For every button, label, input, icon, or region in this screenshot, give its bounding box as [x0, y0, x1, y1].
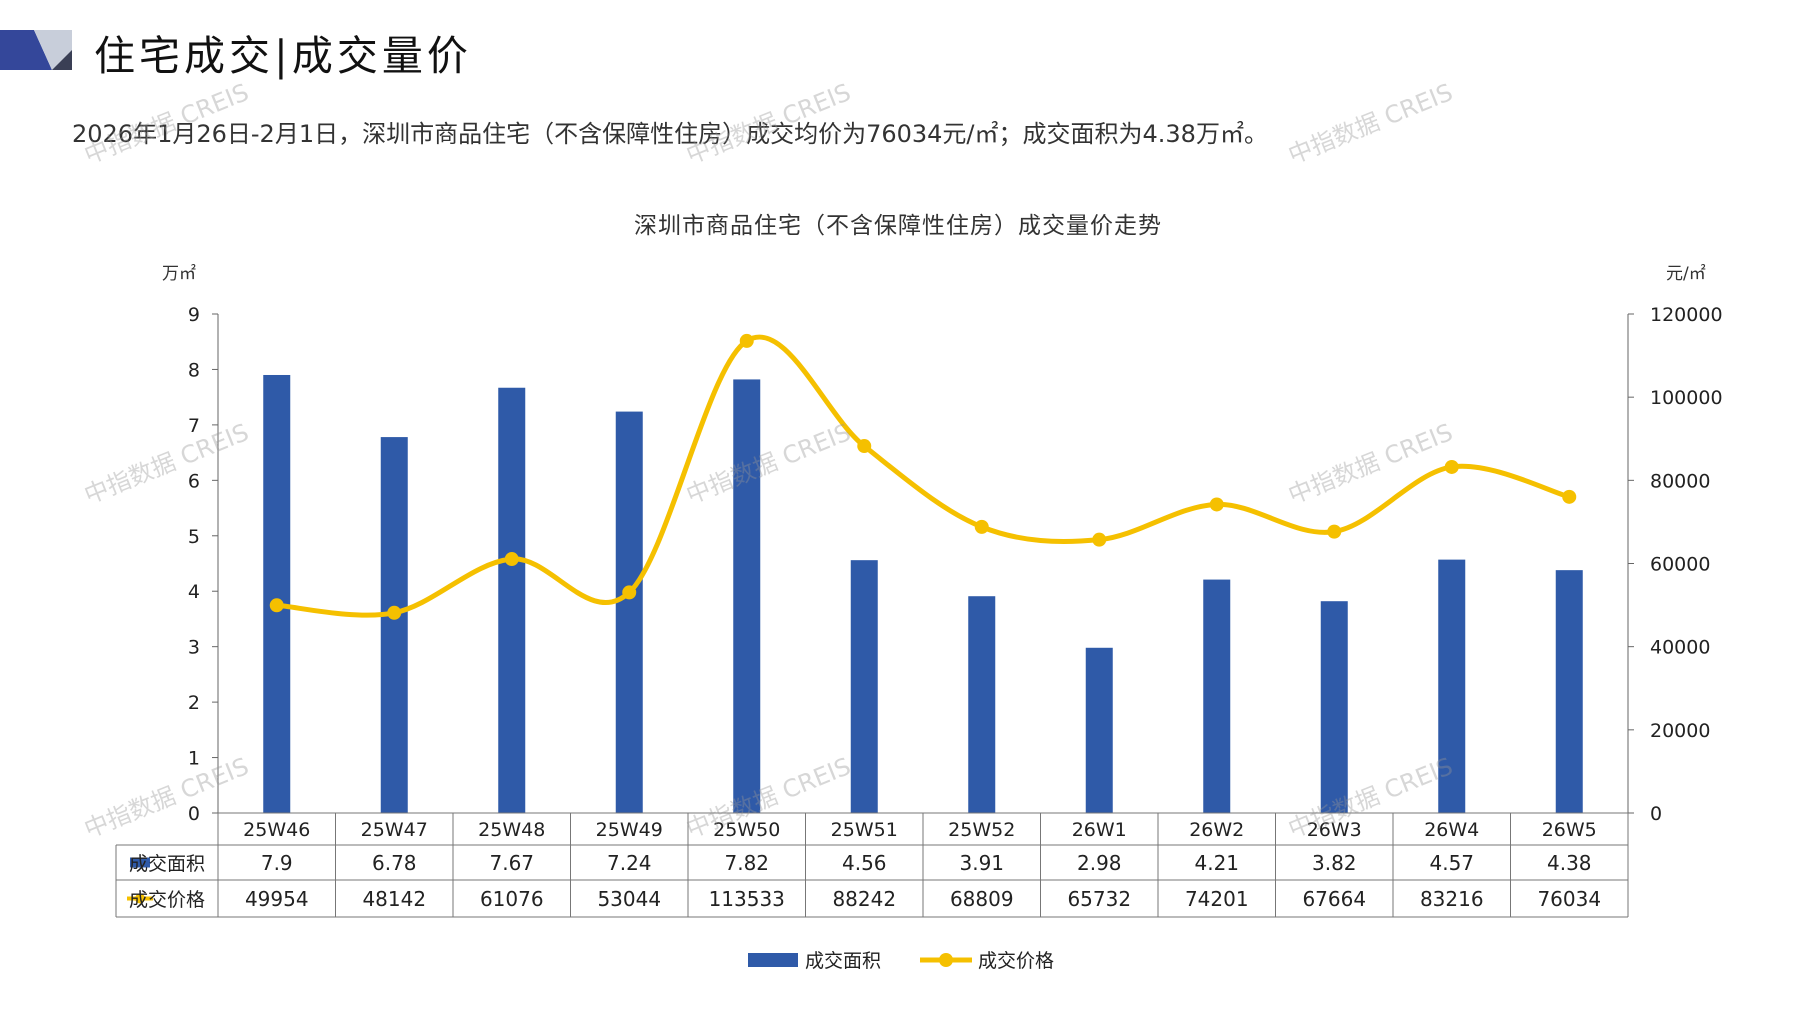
bar-area [1203, 579, 1231, 813]
table-cell-price: 68809 [950, 887, 1014, 911]
bar-area [968, 596, 996, 813]
table-cell-area: 4.56 [842, 851, 887, 875]
y-left-tick-label: 1 [188, 748, 200, 770]
table-cell-price: 76034 [1537, 887, 1601, 911]
y-left-tick-label: 8 [188, 359, 200, 381]
y-right-tick-label: 40000 [1650, 637, 1710, 659]
table-cell-area: 4.21 [1194, 851, 1239, 875]
y-axis-right-label: 元/㎡ [1666, 264, 1706, 284]
legend-key-price-dot [939, 953, 953, 967]
logo-icon [0, 30, 72, 70]
table-cell-area: 3.82 [1312, 851, 1357, 875]
table-cell-area: 7.67 [489, 851, 534, 875]
x-tick-label: 26W4 [1424, 819, 1479, 841]
x-tick-label: 25W52 [948, 819, 1015, 841]
bar-area [380, 437, 408, 813]
bar-area [1320, 601, 1348, 813]
table-cell-price: 48142 [362, 887, 426, 911]
table-cell-price: 53044 [597, 887, 661, 911]
price-point [974, 519, 989, 534]
x-tick-label: 25W48 [478, 819, 545, 841]
y-left-tick-label: 4 [188, 581, 200, 603]
table-row-label-price: 成交价格 [129, 889, 205, 911]
y-right-tick-label: 80000 [1650, 470, 1710, 492]
table-cell-price: 74201 [1185, 887, 1249, 911]
table-cell-area: 3.91 [959, 851, 1004, 875]
legend-key-area [748, 953, 798, 967]
bar-area [498, 387, 526, 813]
table-cell-price: 83216 [1420, 887, 1484, 911]
chart-title: 深圳市商品住宅（不含保障性住房）成交量价走势 [634, 213, 1162, 239]
table-cell-area: 7.24 [607, 851, 652, 875]
y-right-tick-label: 120000 [1650, 304, 1723, 326]
y-right-tick-label: 60000 [1650, 554, 1710, 576]
legend-label-price: 成交价格 [978, 950, 1054, 972]
table-cell-area: 4.57 [1429, 851, 1474, 875]
x-tick-label: 25W51 [831, 819, 898, 841]
y-left-tick-label: 6 [188, 470, 200, 492]
price-point [269, 598, 284, 613]
table-cell-price: 113533 [709, 887, 785, 911]
bar-area [850, 560, 878, 813]
y-right-tick-label: 100000 [1650, 387, 1723, 409]
page-subtitle: 2026年1月26日-2月1日，深圳市商品住宅（不含保障性住房）成交均价为760… [72, 120, 1268, 148]
bar-area [615, 411, 643, 813]
price-point [1209, 497, 1224, 512]
bar-area [1085, 647, 1113, 813]
legend-label-area: 成交面积 [805, 950, 881, 972]
table-cell-area: 7.82 [724, 851, 769, 875]
table-cell-price: 49954 [245, 887, 309, 911]
y-right-tick-label: 0 [1650, 803, 1662, 825]
y-left-tick-label: 2 [188, 692, 200, 714]
price-point [622, 585, 637, 600]
table-cell-area: 2.98 [1077, 851, 1122, 875]
table-cell-price: 61076 [480, 887, 544, 911]
y-right-tick-label: 20000 [1650, 720, 1710, 742]
y-left-tick-label: 9 [188, 304, 200, 326]
x-tick-label: 26W2 [1189, 819, 1244, 841]
price-point [739, 333, 754, 348]
x-tick-label: 25W47 [361, 819, 428, 841]
price-point [1092, 532, 1107, 547]
price-point [387, 605, 402, 620]
logo-dark-shape [0, 30, 52, 70]
price-point [857, 439, 872, 454]
header: 住宅成交|成交量价 [0, 0, 1797, 100]
bar-area [1438, 559, 1466, 813]
bar-area [1555, 570, 1583, 813]
table-legend-key-price-dot [135, 893, 145, 904]
table-cell-price: 88242 [832, 887, 896, 911]
table-cell-area: 7.9 [261, 851, 293, 875]
y-left-tick-label: 5 [188, 526, 200, 548]
table-cell-price: 67664 [1302, 887, 1366, 911]
x-tick-label: 26W1 [1072, 819, 1127, 841]
y-axis-left-label: 万㎡ [162, 264, 196, 284]
bar-area [733, 379, 761, 813]
price-point [504, 552, 519, 567]
price-line [276, 334, 1570, 618]
chart-container: 深圳市商品住宅（不含保障性住房）成交量价走势万㎡ 元/㎡ 0 1 2 3 4 5 6 7 8 9 0 20… [0, 190, 1797, 1010]
table-row-label-area: 成交面积 [129, 853, 205, 875]
x-tick-label: 25W46 [243, 819, 310, 841]
y-left-tick-label: 7 [188, 415, 200, 437]
price-point [1444, 459, 1459, 474]
x-tick-label: 26W5 [1542, 819, 1597, 841]
x-tick-label: 25W50 [713, 819, 780, 841]
logo-dark-corner [52, 50, 72, 70]
x-tick-label: 26W3 [1307, 819, 1362, 841]
table-cell-area: 4.38 [1547, 851, 1592, 875]
bar-area [263, 374, 291, 813]
price-point [1562, 489, 1577, 504]
page-title: 住宅成交|成交量价 [94, 32, 472, 80]
y-left-tick-label: 0 [188, 803, 200, 825]
price-point [1327, 524, 1342, 539]
x-tick-label: 25W49 [596, 819, 663, 841]
table-cell-area: 6.78 [372, 851, 417, 875]
table-cell-price: 65732 [1067, 887, 1131, 911]
y-left-tick-label: 3 [188, 637, 200, 659]
